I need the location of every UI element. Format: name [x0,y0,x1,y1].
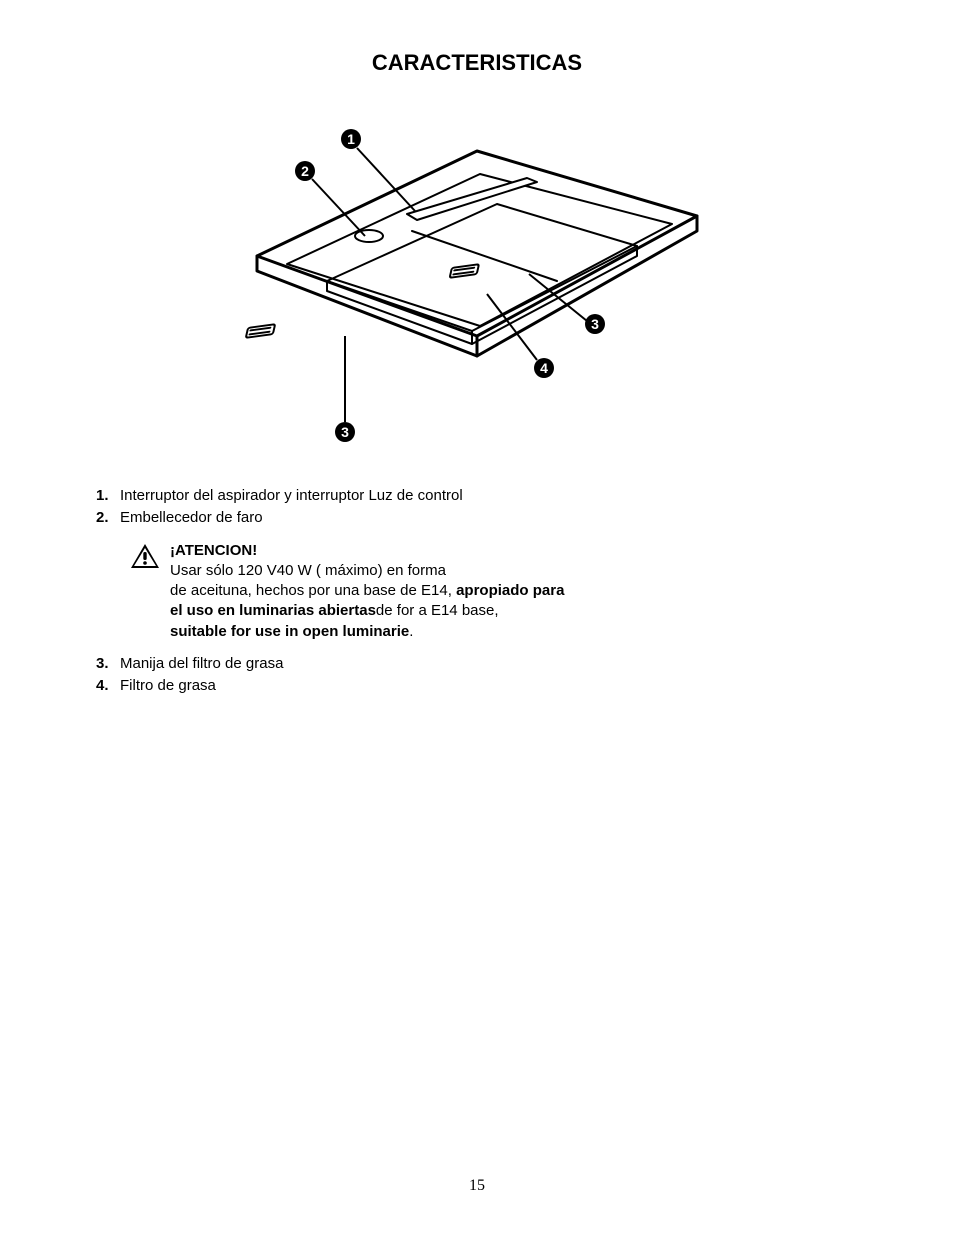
page-number: 15 [0,1177,954,1195]
diagram-container: 1 2 3 4 3 [90,96,864,456]
feature-list-item: 4.Filtro de grasa [96,676,864,696]
feature-list-number: 4. [96,676,120,696]
feature-list-text: Manija del filtro de grasa [120,654,283,674]
feature-list-number: 1. [96,486,120,506]
feature-list-number: 3. [96,654,120,674]
callout-number: 3 [591,316,599,332]
attention-block: ¡ATENCION! Usar sólo 120 V40 W ( máximo)… [130,541,570,642]
attention-line1: Usar sólo 120 V40 W ( máximo) en forma [170,562,446,579]
attention-text: ¡ATENCION! Usar sólo 120 V40 W ( máximo)… [170,541,570,642]
page: CARACTERISTICAS [0,0,954,1235]
feature-list-item: 3.Manija del filtro de grasa [96,654,864,674]
attention-line2a: de aceituna, hechos por una base de E14, [170,582,456,599]
callout-number: 1 [347,131,355,147]
callout-leader [357,148,415,211]
attention-line2c: de for a E14 base, [376,602,499,619]
attention-heading: ¡ATENCION! [170,542,257,559]
feature-list-number: 2. [96,508,120,528]
feature-list-text: Embellecedor de faro [120,508,263,528]
callout-number: 2 [301,163,309,179]
callout-number: 4 [540,360,548,376]
feature-list-text: Filtro de grasa [120,676,216,696]
feature-list: 1.Interruptor del aspirador y interrupto… [90,486,864,696]
attention-line3: suitable for use in open luminarie [170,623,409,640]
feature-list-item: 2.Embellecedor de faro [96,508,864,528]
callout-number: 3 [341,424,349,440]
range-hood-diagram: 1 2 3 4 3 [197,96,757,456]
feature-list-text: Interruptor del aspirador y interruptor … [120,486,463,506]
attention-line3-end: . [409,623,413,640]
feature-list-item: 1.Interruptor del aspirador y interrupto… [96,486,864,506]
page-title: CARACTERISTICAS [90,50,864,76]
warning-icon [130,543,160,569]
